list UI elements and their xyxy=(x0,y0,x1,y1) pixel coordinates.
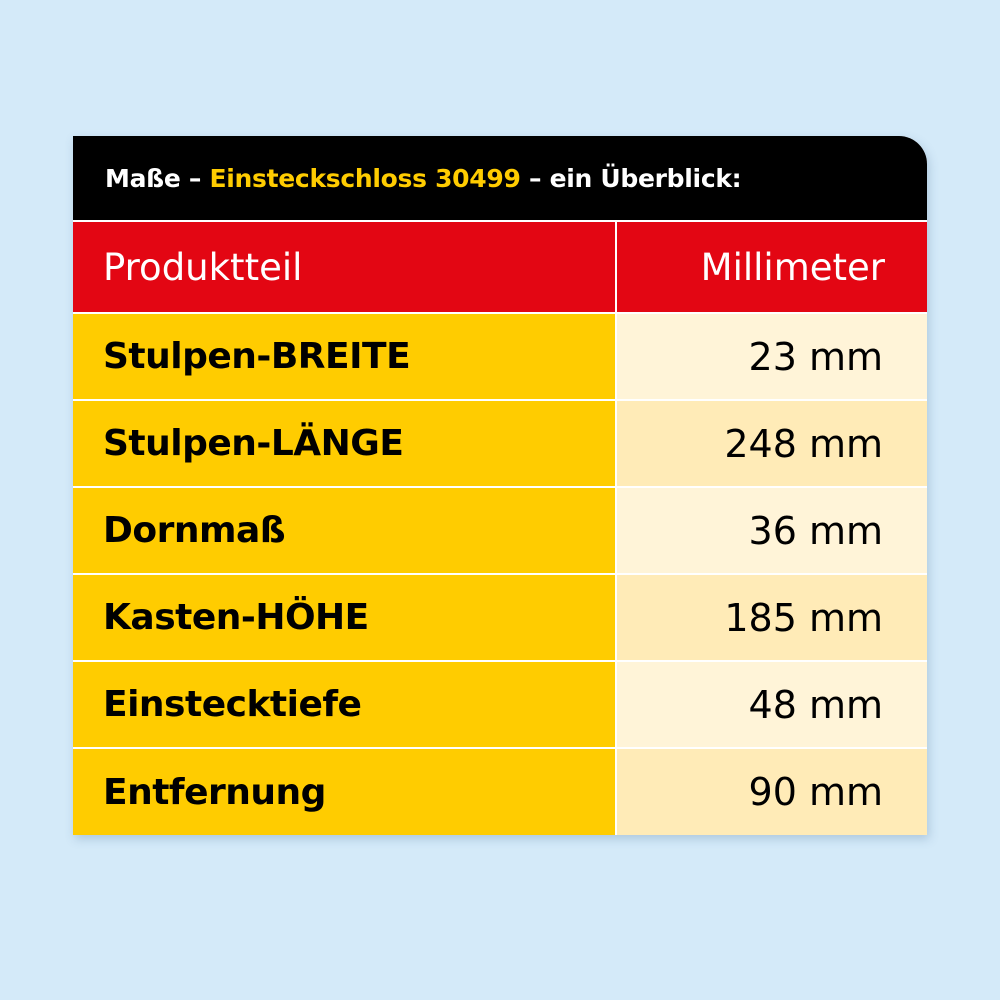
table-row: Stulpen-BREITE 23 mm xyxy=(73,313,927,401)
table-row: Entfernung 90 mm xyxy=(73,747,927,835)
part-value: 48 mm xyxy=(615,660,927,749)
header-row: Produktteil Millimeter xyxy=(73,222,927,314)
part-value: 23 mm xyxy=(615,313,927,401)
title-prefix: Maße – xyxy=(105,163,202,193)
part-name: Stulpen-BREITE xyxy=(73,313,617,401)
part-value: 185 mm xyxy=(615,573,927,662)
table-row: Kasten-HÖHE 185 mm xyxy=(73,573,927,662)
part-value: 248 mm xyxy=(615,399,927,488)
part-name: Stulpen-LÄNGE xyxy=(73,399,617,488)
part-name: Dornmaß xyxy=(73,486,617,575)
title-product-name: Einsteckschloss 30499 xyxy=(209,163,521,193)
title-bar: Maße – Einsteckschloss 30499 – ein Überb… xyxy=(73,136,927,222)
header-produktteil: Produktteil xyxy=(73,222,617,314)
title-suffix: – ein Überblick: xyxy=(528,163,742,193)
table-row: Stulpen-LÄNGE 248 mm xyxy=(73,399,927,488)
part-name: Kasten-HÖHE xyxy=(73,573,617,662)
header-millimeter: Millimeter xyxy=(615,222,927,314)
part-value: 36 mm xyxy=(615,486,927,575)
dimensions-table: Produktteil Millimeter Stulpen-BREITE 23… xyxy=(73,222,927,835)
part-value: 90 mm xyxy=(615,747,927,835)
part-name: Einstecktiefe xyxy=(73,660,617,749)
table-row: Dornmaß 36 mm xyxy=(73,486,927,575)
table-row: Einstecktiefe 48 mm xyxy=(73,660,927,749)
part-name: Entfernung xyxy=(73,747,617,835)
dimensions-card: Maße – Einsteckschloss 30499 – ein Überb… xyxy=(73,136,927,835)
